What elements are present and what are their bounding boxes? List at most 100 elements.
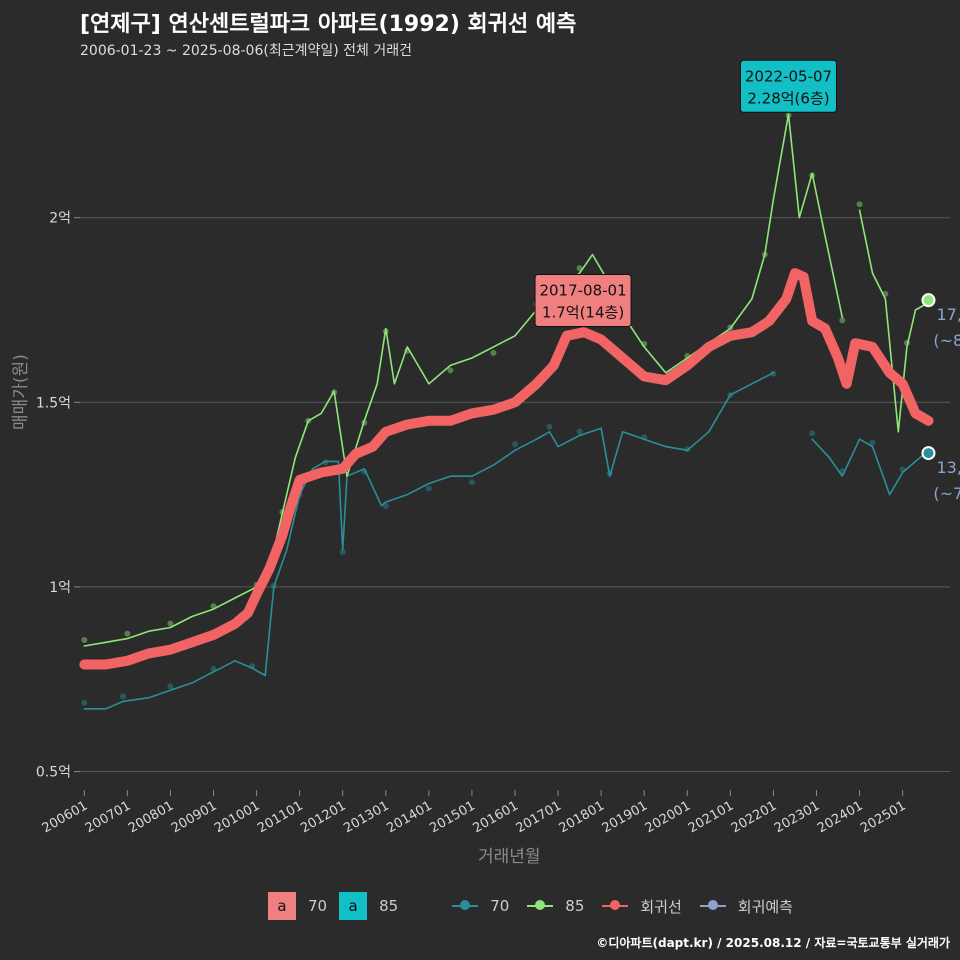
y-axis-label: 매매가(원)	[11, 354, 31, 430]
x-tick-label: 201601	[471, 798, 521, 836]
transaction-point	[270, 582, 277, 589]
legend-box-70: a	[268, 892, 296, 920]
transaction-point	[210, 665, 217, 672]
legend-box-70-label: 70	[308, 897, 328, 915]
transaction-point	[641, 340, 648, 347]
legend-line-85-icon	[527, 900, 554, 910]
x-tick-label: 202501	[858, 798, 908, 836]
transaction-point	[576, 428, 583, 435]
transaction-point	[903, 339, 910, 346]
transaction-point	[322, 459, 329, 466]
transaction-point	[856, 201, 863, 208]
legend-prediction-icon	[699, 900, 726, 910]
transaction-point	[425, 485, 432, 492]
x-tick-label: 201201	[298, 798, 348, 836]
x-tick-label: 200601	[40, 798, 90, 836]
transaction-point	[546, 423, 553, 430]
x-tick-label: 201001	[212, 798, 262, 836]
transaction-point	[512, 441, 518, 448]
transaction-point	[120, 693, 127, 700]
transaction-point	[167, 620, 174, 627]
transaction-point	[785, 112, 792, 119]
transaction-point	[361, 468, 368, 475]
transaction-point	[727, 324, 734, 331]
transaction-point	[761, 251, 768, 258]
x-tick-label: 201301	[341, 798, 391, 836]
transaction-point	[899, 466, 906, 473]
prediction-area: (~85㎡)	[933, 331, 960, 350]
x-tick-label: 202301	[772, 798, 822, 836]
callout-date: 2022-05-07	[745, 67, 832, 85]
legend-prediction-label: 회귀예측	[737, 897, 793, 916]
transaction-point	[684, 353, 691, 359]
series-line-70	[811, 438, 925, 496]
x-tick-label: 200901	[169, 798, 219, 836]
transaction-point	[249, 663, 256, 670]
transaction-point	[770, 370, 777, 377]
transaction-point	[576, 265, 583, 272]
chart-title: [연제구] 연산센트럴파크 아파트(1992) 회귀선 예측	[80, 12, 577, 37]
prediction-point	[921, 446, 936, 461]
transaction-point	[468, 479, 475, 486]
transaction-point	[404, 347, 411, 354]
series-line-85	[83, 113, 844, 647]
transaction-point	[339, 549, 346, 555]
transaction-point	[210, 603, 217, 610]
legend-regression-label: 회귀선	[640, 897, 682, 916]
legend-regression-icon	[602, 900, 629, 910]
legend-line-70-icon	[452, 900, 479, 910]
x-tick-label: 200701	[83, 798, 133, 836]
y-tick-label: 2억	[49, 211, 71, 227]
regression-line	[79, 268, 934, 670]
transaction-point	[882, 290, 889, 297]
callout-value: 2.28억(6층)	[747, 89, 829, 107]
transaction-point	[361, 419, 368, 426]
chart-subtitle: 2006-01-23 ~ 2025-08-06(최근계약일) 전체 거래건	[80, 43, 412, 59]
y-tick-label: 1억	[49, 580, 71, 596]
x-tick-label: 201501	[427, 798, 477, 836]
callout-box	[534, 273, 632, 327]
transaction-point	[331, 389, 338, 396]
prediction-value: 13,625	[936, 458, 960, 477]
legend-box-85: a	[339, 892, 368, 920]
callout-value: 1.7억(14층)	[542, 303, 624, 321]
x-tick-label: 200801	[126, 798, 176, 836]
transaction-point	[490, 349, 497, 356]
transaction-point	[305, 417, 312, 424]
x-tick-label: 202401	[815, 798, 865, 836]
transaction-point	[124, 630, 131, 637]
x-tick-label: 201401	[384, 798, 434, 836]
x-axis-label: 거래년월	[478, 847, 541, 867]
transaction-point	[809, 430, 816, 437]
legend-line-70-label: 70	[490, 897, 510, 915]
prediction-value: 17,767	[936, 305, 960, 324]
transaction-point	[839, 468, 846, 475]
transaction-point	[382, 503, 389, 509]
transaction-point	[81, 699, 88, 706]
y-tick-label: 0.5억	[36, 765, 71, 781]
callout-box	[739, 59, 837, 113]
transaction-point	[641, 434, 648, 441]
transaction-point	[447, 367, 454, 374]
legend-line-85-label: 85	[565, 897, 585, 915]
transaction-point	[606, 470, 613, 477]
transaction-point	[727, 391, 734, 398]
transaction-point	[839, 317, 846, 324]
transaction-point	[809, 172, 816, 179]
prediction-area: (~70㎡)	[933, 484, 960, 503]
callout-date: 2017-08-01	[539, 281, 626, 299]
transaction-point	[382, 328, 389, 335]
series-line-70	[83, 372, 775, 710]
x-tick-label: 202201	[729, 798, 779, 836]
x-tick-label: 201801	[557, 798, 607, 836]
transaction-point	[167, 683, 174, 690]
transaction-point	[869, 439, 876, 446]
x-tick-label: 202101	[686, 798, 736, 836]
prediction-point	[921, 293, 936, 308]
legend: a 70 a 85 70 85 회귀선 회귀예측	[268, 892, 805, 920]
transaction-point	[81, 637, 88, 643]
source-footer: ©디아파트(dapt.kr) / 2025.08.12 / 자료=국토교통부 실…	[596, 936, 950, 950]
x-tick-label: 201101	[255, 798, 305, 836]
legend-box-85-label: 85	[379, 897, 399, 915]
transaction-point	[684, 446, 691, 453]
